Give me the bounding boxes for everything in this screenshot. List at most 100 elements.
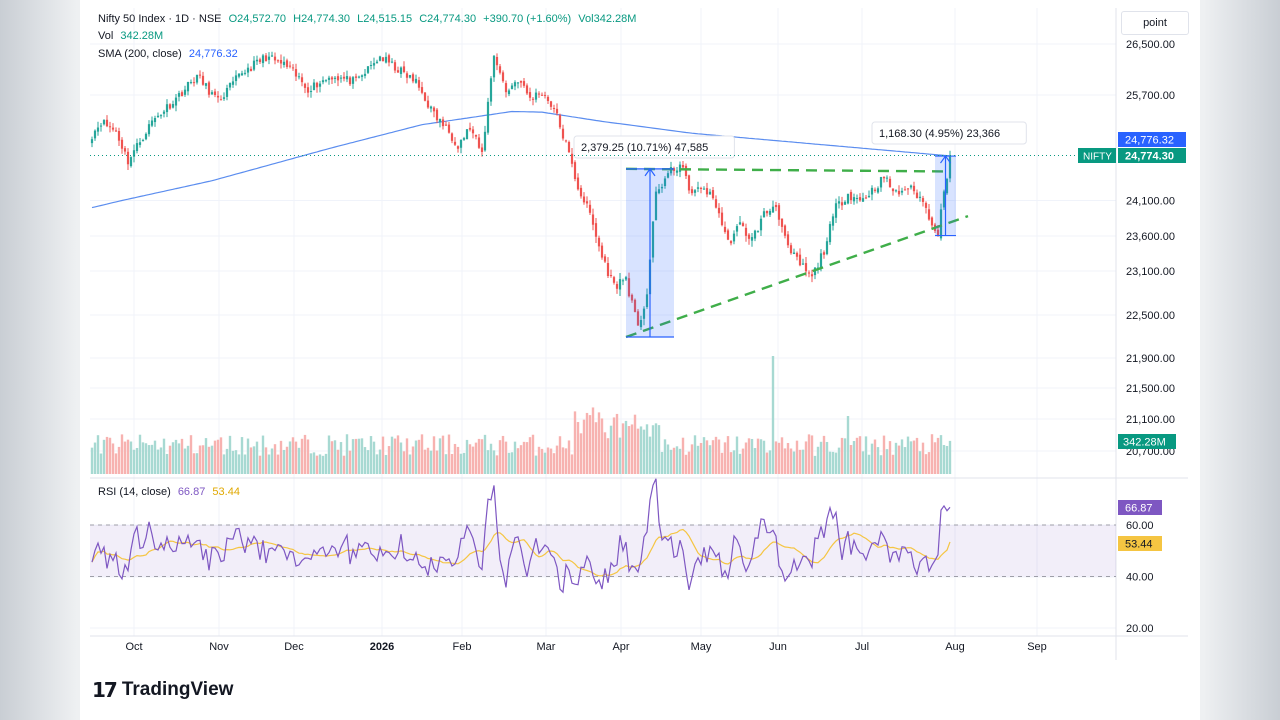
volume-bar [384, 454, 388, 474]
volume-bar [681, 437, 685, 474]
volume-bar [300, 438, 304, 474]
candle-body [420, 87, 424, 93]
tradingview-brand[interactable]: 17 TradingView [92, 678, 233, 702]
volume-bar [369, 436, 373, 474]
candle-body [534, 92, 538, 100]
volume-bar [342, 455, 346, 474]
candle-body [414, 78, 418, 83]
volume-bar [570, 454, 574, 474]
volume-bar [549, 448, 553, 474]
volume-bar [924, 454, 928, 474]
candle-body [342, 76, 346, 79]
volume-bar [867, 454, 871, 474]
candle-body [132, 150, 136, 157]
candle-body [882, 176, 886, 179]
volume-bar [543, 452, 547, 474]
volume-bar [465, 439, 469, 474]
candle-body [426, 100, 430, 108]
candle-body [573, 162, 577, 179]
candle-body [123, 148, 127, 152]
candle-body [147, 124, 151, 135]
candle-body [216, 95, 220, 98]
volume-bar [471, 446, 475, 474]
volume-bar [720, 452, 724, 474]
volume-bar [723, 442, 727, 474]
candle-body [879, 177, 883, 188]
sma-price-tag [1118, 132, 1186, 147]
volume-bar [828, 451, 832, 474]
candle-body [738, 222, 742, 225]
candle-body [894, 190, 898, 192]
candle-body [393, 62, 397, 71]
volume-bar [258, 455, 262, 474]
volume-bar [819, 441, 823, 474]
candle-body [654, 191, 658, 220]
volume-bar [774, 441, 778, 474]
volume-bar [144, 443, 148, 474]
volume-bar [897, 445, 901, 474]
volume-bar [345, 434, 349, 474]
candle-body [165, 104, 169, 113]
candle-body [102, 120, 106, 125]
volume-bar [816, 446, 820, 474]
candle-body [183, 89, 187, 95]
volume-bar [303, 434, 307, 474]
candle-body [459, 139, 463, 148]
legend-title[interactable]: Nifty 50 Index · 1D · NSE [98, 13, 222, 25]
volume-bar [408, 454, 412, 474]
candle-body [918, 196, 922, 198]
candle-body [189, 82, 193, 84]
volume-bar [693, 435, 697, 474]
volume-bar [222, 454, 226, 474]
candle-body [171, 104, 175, 108]
volume-bar [765, 452, 769, 474]
candle-body [789, 245, 793, 254]
volume-bar [909, 441, 913, 474]
volume-bar [126, 439, 130, 474]
volume-bar [165, 453, 169, 474]
candle-body [306, 87, 310, 93]
price-unit-button[interactable]: point [1121, 11, 1189, 35]
legend-rsi-value: 66.87 [177, 486, 206, 498]
volume-bar [672, 447, 676, 474]
legend-rsi-label[interactable]: RSI (14, close) [98, 486, 171, 498]
volume-bar [138, 434, 142, 474]
candle-body [186, 81, 190, 92]
volume-bar [420, 434, 424, 474]
candle-body [396, 70, 400, 73]
volume-bar [306, 439, 310, 474]
legend-vol-label[interactable]: Vol [98, 30, 114, 42]
candle-body [366, 66, 370, 73]
candle-body [819, 253, 823, 269]
candle-body [594, 223, 598, 237]
candle-body [696, 187, 700, 189]
volume-bar [801, 449, 805, 474]
candle-body [909, 185, 913, 188]
candle-body [153, 117, 157, 123]
time-axis-tick: Dec [284, 641, 304, 653]
time-axis-tick: 2026 [370, 641, 394, 653]
volume-bar [513, 441, 517, 474]
volume-bar [948, 440, 952, 474]
candle-body [576, 177, 580, 190]
candle-body [870, 187, 874, 195]
candle-body [354, 76, 358, 78]
measure-label: 1,168.30 (4.95%) 23,366 [879, 128, 1000, 140]
candle-body [384, 56, 388, 63]
volume-bar [612, 417, 616, 474]
candle-body [297, 76, 301, 78]
legend-sma-label[interactable]: SMA (200, close) [98, 48, 182, 60]
volume-bar [714, 436, 718, 474]
candle-body [159, 115, 163, 117]
candle-body [645, 294, 649, 307]
candle-body [849, 192, 853, 201]
candle-body [750, 237, 754, 241]
candle-body [651, 221, 655, 258]
sma-price-tag-text: 24,776.32 [1125, 135, 1174, 147]
candle-body [564, 140, 568, 142]
candle-body [351, 77, 355, 84]
candle-body [507, 90, 511, 95]
candle-body [516, 82, 520, 84]
candle-body [528, 92, 532, 98]
